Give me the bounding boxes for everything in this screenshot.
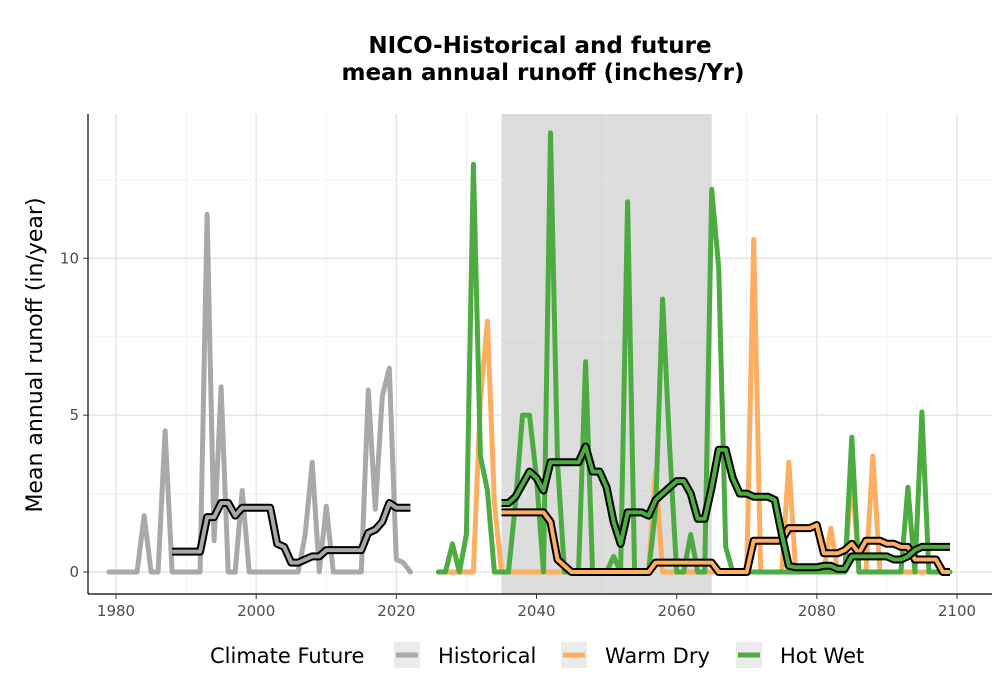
x-tick-label: 2000 — [237, 602, 275, 620]
chart-title-line-1: NICO-Historical and future — [368, 33, 711, 59]
smoothed-line-historical — [172, 501, 411, 565]
legend: Climate Future Historical Warm Dry Hot Wet — [210, 642, 864, 668]
x-tick-label: 2020 — [377, 602, 415, 620]
x-tick-label: 2100 — [938, 602, 976, 620]
legend-label: Warm Dry — [605, 644, 710, 668]
smoothed-outline-historical — [172, 499, 411, 567]
x-tick-label: 2040 — [517, 602, 555, 620]
tick-labels: 1980 2000 2020 2040 2060 2080 2100 0 5 10 — [60, 249, 976, 620]
y-axis-title: Mean annual runoff (in/year) — [23, 197, 48, 512]
x-tick-label: 2060 — [658, 602, 696, 620]
grid-lines — [88, 114, 992, 594]
y-tick-label: 10 — [60, 249, 79, 267]
y-tick-label: 0 — [69, 563, 79, 581]
axes — [87, 114, 992, 595]
smoothed-line-hot-wet — [501, 444, 950, 571]
legend-title: Climate Future — [210, 644, 364, 668]
chart-title-line-2: mean annual runoff (inches/Yr) — [341, 60, 744, 86]
smoothed-line-warm-dry — [501, 510, 950, 574]
series-layer — [106, 130, 953, 576]
x-tick-label: 1980 — [97, 602, 135, 620]
series-line-historical — [106, 211, 413, 575]
legend-label: Historical — [438, 644, 536, 668]
y-tick-label: 5 — [69, 406, 79, 424]
series-line-hot-wet — [435, 130, 953, 575]
x-tick-label: 2080 — [798, 602, 836, 620]
chart-title: NICO-Historical and future mean annual r… — [341, 33, 744, 86]
legend-label: Hot Wet — [780, 644, 864, 668]
